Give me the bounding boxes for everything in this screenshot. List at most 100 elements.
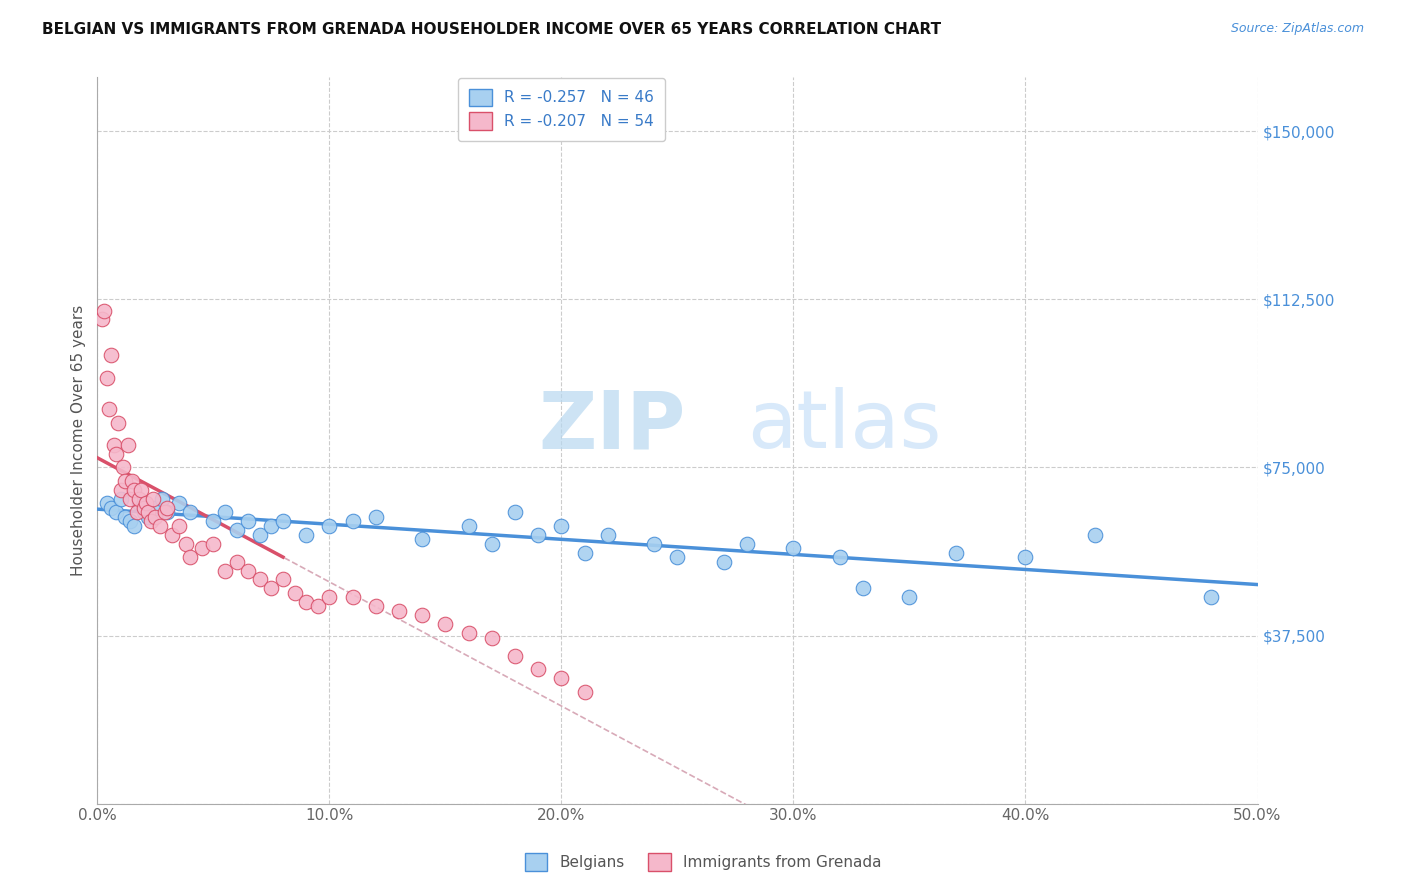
Point [124, 483, 146, 497]
Point [132, 500, 155, 515]
Point [100, 348, 122, 362]
Point [318, 518, 340, 533]
Point [666, 550, 689, 565]
Point [114, 509, 136, 524]
Point [1084, 527, 1107, 541]
Point [481, 536, 503, 550]
Point [96, 371, 118, 385]
Point [111, 460, 134, 475]
Point [249, 527, 271, 541]
Point [307, 599, 329, 614]
Point [828, 550, 851, 565]
Point [125, 505, 148, 519]
Point [93, 303, 115, 318]
Point [191, 541, 214, 555]
Text: BELGIAN VS IMMIGRANTS FROM GRENADA HOUSEHOLDER INCOME OVER 65 YEARS CORRELATION : BELGIAN VS IMMIGRANTS FROM GRENADA HOUSE… [42, 22, 941, 37]
Point [550, 518, 572, 533]
Point [131, 483, 153, 497]
Point [104, 505, 127, 519]
Point [156, 505, 179, 519]
Point [156, 500, 179, 515]
Legend: Belgians, Immigrants from Grenada: Belgians, Immigrants from Grenada [516, 844, 890, 880]
Point [782, 541, 804, 555]
Point [167, 496, 190, 510]
Point [574, 684, 596, 698]
Point [110, 483, 132, 497]
Point [271, 514, 294, 528]
Point [117, 438, 139, 452]
Point [214, 564, 236, 578]
Point [104, 447, 127, 461]
Point [135, 496, 157, 510]
Point [110, 491, 132, 506]
Point [107, 416, 129, 430]
Point [434, 617, 457, 632]
Point [138, 509, 160, 524]
Point [121, 474, 143, 488]
Point [238, 514, 260, 528]
Point [249, 573, 271, 587]
Point [574, 546, 596, 560]
Point [643, 536, 665, 550]
Point [179, 505, 201, 519]
Point [91, 312, 114, 326]
Point [139, 514, 162, 528]
Point [295, 527, 318, 541]
Point [225, 523, 247, 537]
Point [503, 648, 526, 663]
Point [318, 591, 340, 605]
Point [179, 550, 201, 565]
Point [114, 474, 136, 488]
Point [202, 514, 225, 528]
Point [342, 591, 364, 605]
Point [167, 518, 190, 533]
Point [103, 438, 125, 452]
Point [150, 491, 173, 506]
Point [143, 500, 166, 515]
Point [527, 662, 550, 676]
Point [238, 564, 260, 578]
Point [295, 595, 318, 609]
Point [945, 546, 967, 560]
Point [149, 518, 172, 533]
Point [174, 536, 197, 550]
Point [457, 518, 479, 533]
Point [411, 532, 433, 546]
Text: ZIP: ZIP [538, 387, 686, 465]
Point [142, 491, 165, 506]
Point [503, 505, 526, 519]
Point [898, 591, 921, 605]
Point [713, 555, 735, 569]
Point [852, 582, 875, 596]
Point [735, 536, 758, 550]
Point [596, 527, 619, 541]
Point [260, 582, 283, 596]
Point [202, 536, 225, 550]
Point [118, 514, 141, 528]
Point [225, 555, 247, 569]
Point [388, 604, 411, 618]
Point [153, 505, 176, 519]
Y-axis label: Householder Income Over 65 years: Householder Income Over 65 years [72, 305, 86, 576]
Point [364, 509, 387, 524]
Point [160, 527, 183, 541]
Point [100, 500, 122, 515]
Legend: R = -0.257   N = 46, R = -0.207   N = 54: R = -0.257 N = 46, R = -0.207 N = 54 [458, 78, 665, 141]
Text: atlas: atlas [747, 387, 942, 465]
Point [260, 518, 283, 533]
Point [97, 402, 120, 417]
Point [1199, 591, 1222, 605]
Point [118, 491, 141, 506]
Point [364, 599, 387, 614]
Point [128, 496, 150, 510]
Point [124, 518, 146, 533]
Point [138, 505, 160, 519]
Point [527, 527, 550, 541]
Point [143, 509, 166, 524]
Point [411, 608, 433, 623]
Point [96, 496, 118, 510]
Point [1014, 550, 1036, 565]
Point [457, 626, 479, 640]
Point [132, 505, 155, 519]
Text: Source: ZipAtlas.com: Source: ZipAtlas.com [1230, 22, 1364, 36]
